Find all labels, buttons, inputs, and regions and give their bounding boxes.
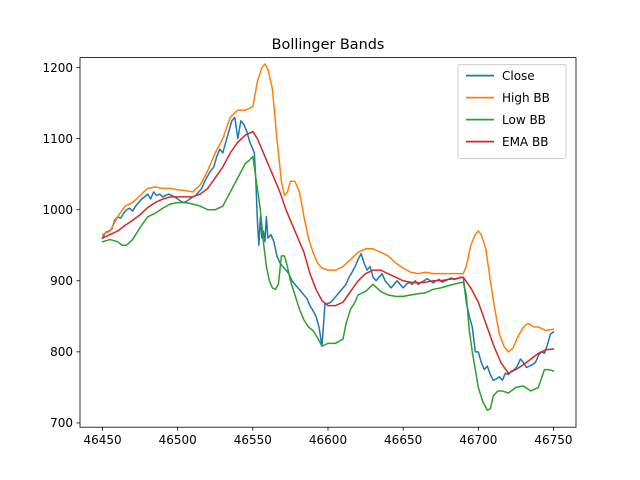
legend-label-low-bb: Low BB <box>502 113 546 127</box>
y-tick-label: 1000 <box>42 203 73 217</box>
plot-lines <box>101 63 555 411</box>
x-tick-label: 46750 <box>534 433 572 447</box>
x-tick-label: 46450 <box>83 433 121 447</box>
y-tick-label: 1200 <box>42 61 73 75</box>
series-line-low-bb <box>101 155 555 411</box>
legend: Close High BB Low BB EMA BB <box>457 64 567 160</box>
y-tick-label: 900 <box>50 274 73 288</box>
legend-label-ema-bb: EMA BB <box>502 135 548 149</box>
chart-title: Bollinger Bands <box>272 37 385 53</box>
y-tick-label: 1100 <box>42 132 73 146</box>
y-axis: 700 800 900 1000 1100 1200 <box>42 61 80 430</box>
x-axis: 46450 46500 46550 46600 46650 46700 46750 <box>83 427 573 447</box>
legend-box <box>457 64 567 160</box>
y-tick-label: 700 <box>50 416 73 430</box>
x-tick-label: 46500 <box>159 433 197 447</box>
legend-label-close: Close <box>502 69 535 83</box>
series-line-close <box>101 116 555 382</box>
x-tick-label: 46650 <box>384 433 422 447</box>
series-line-high-bb <box>101 63 555 353</box>
x-tick-label: 46600 <box>309 433 347 447</box>
x-tick-label: 46700 <box>459 433 497 447</box>
legend-label-high-bb: High BB <box>502 91 550 105</box>
series-line-ema-bb <box>101 130 555 374</box>
x-tick-label: 46550 <box>234 433 272 447</box>
y-tick-label: 800 <box>50 345 73 359</box>
